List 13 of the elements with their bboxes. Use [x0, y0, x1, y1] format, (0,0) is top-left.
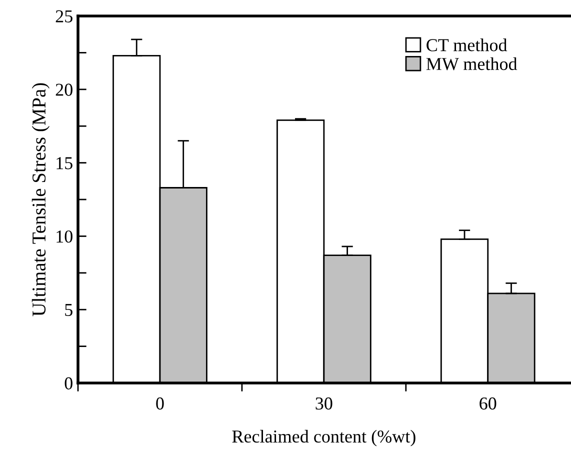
x-tick-label: 0 — [156, 397, 164, 410]
x-axis-title: Reclaimed content (%wt) — [232, 430, 416, 446]
x-tick-label: 30 — [316, 397, 332, 410]
y-tick-label: 10 — [56, 230, 72, 243]
y-tick-label: 20 — [56, 84, 72, 96]
y-tick-label: 25 — [56, 10, 72, 22]
legend-label: CT method — [426, 38, 508, 52]
y-tick-label: 5 — [65, 304, 72, 316]
y-axis-title: Ultimate Tensile Stress (MPa) — [32, 83, 50, 316]
legend-label: MW method — [426, 57, 518, 70]
y-tick-label: 0 — [64, 377, 72, 390]
x-tick-label: 60 — [480, 397, 496, 410]
y-tick-label: 15 — [56, 157, 72, 170]
